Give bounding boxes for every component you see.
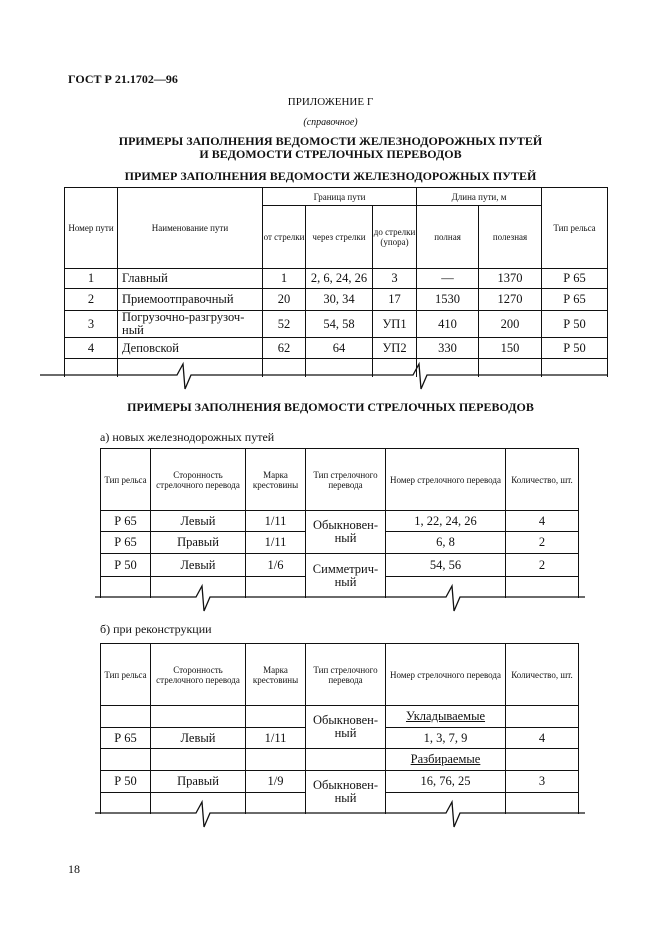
header-rail: Тип рельса xyxy=(100,643,151,706)
cell: 52 xyxy=(262,310,306,338)
cell: 1/6 xyxy=(245,553,306,577)
header-rail: Тип рельса xyxy=(100,448,151,511)
cell-removed-label: Разбираемые xyxy=(385,748,506,771)
reconstruction-subtitle: б) при реконструкции xyxy=(100,622,212,636)
cell: 1270 xyxy=(478,288,543,311)
header-side: Сторонность стрелочного перевода xyxy=(150,448,246,511)
cell: Деповской xyxy=(117,337,263,359)
header-via: через стрелки xyxy=(305,205,373,269)
cell: 54, 58 xyxy=(305,310,373,338)
cell: 330 xyxy=(416,337,480,359)
header-useful: полезная xyxy=(478,205,543,269)
new-switches-table: Тип рельса Сторонность стрелочного перево… xyxy=(100,448,579,598)
table-row: 4 Деповской 62 64 УП2 330 150 Р 50 xyxy=(64,337,609,359)
break-line-reconstruction xyxy=(95,799,585,828)
cell: УП1 xyxy=(371,310,418,338)
table-row: 2 Приемоотправочный 20 30, 34 17 1530 1270 Р 65 xyxy=(64,288,609,311)
cell-laid-label: Укладываемые xyxy=(385,705,506,728)
document-header: ГОСТ Р 21.1702—96 xyxy=(68,72,178,86)
header-qty: Количество, шт. xyxy=(505,448,579,511)
tracks-table-title: ПРИМЕР ЗАПОЛНЕНИЯ ВЕДОМОСТИ ЖЕЛЕЗНОДОРОЖ… xyxy=(124,169,537,183)
page-number: 18 xyxy=(68,862,80,876)
title-line-1: ПРИМЕРЫ ЗАПОЛНЕНИЯ ВЕДОМОСТИ ЖЕЛЕЗНОДОРО… xyxy=(118,134,543,148)
cell-switch-type: Обыкновен-ный xyxy=(305,510,386,554)
page-title: ПРИМЕРЫ ЗАПОЛНЕНИЯ ВЕДОМОСТИ ЖЕЛЕЗНОДОРО… xyxy=(0,135,661,161)
header-type: Тип стрелочного перевода xyxy=(305,643,386,706)
cell: 200 xyxy=(478,310,543,338)
header-track-number: Номер пути xyxy=(64,187,118,269)
reconstruction-switches-table: Тип рельса Сторонность стрелочного перево… xyxy=(100,643,579,814)
switches-title: ПРИМЕРЫ ЗАПОЛНЕНИЯ ВЕДОМОСТИ СТРЕЛОЧНЫХ … xyxy=(127,400,534,414)
cell: 16, 76, 25 xyxy=(385,770,506,793)
tracks-table: Номер пути Наименование пути Граница пути Д… xyxy=(64,187,609,377)
cell: 1/11 xyxy=(245,510,306,532)
header-mark: Марка крестовины xyxy=(245,448,306,511)
appendix-note: (справочное) xyxy=(303,117,358,128)
cell: Погрузочно-разгрузоч-ный xyxy=(117,310,263,338)
cell: УП2 xyxy=(371,337,418,359)
cell-switch-type: Обыкновен-ный xyxy=(305,705,386,749)
cell: 1/9 xyxy=(245,770,306,793)
break-line-new-switches xyxy=(95,583,585,612)
cell: 30, 34 xyxy=(305,288,373,311)
header-rail-type: Тип рельса xyxy=(541,187,609,269)
header-full: полная xyxy=(416,205,480,269)
cell: 1/11 xyxy=(245,531,306,554)
empty-row xyxy=(64,358,609,377)
break-line-tracks xyxy=(40,361,607,390)
appendix-label: ПРИЛОЖЕНИЕ Г xyxy=(287,96,374,108)
cell: 1/11 xyxy=(245,727,306,749)
cell: Главный xyxy=(117,268,263,289)
header-qty: Количество, шт. xyxy=(505,643,579,706)
cell: Р 50 xyxy=(541,337,609,359)
cell: 2 xyxy=(505,553,579,577)
table-row: 1 Главный 1 2, 6, 24, 26 3—1370 Р 65 xyxy=(64,268,609,289)
cell-switch-type: Обыкновен-ный xyxy=(305,770,386,814)
header-num: Номер стрелочного перевода xyxy=(385,448,506,511)
cell: 62 xyxy=(262,337,306,359)
new-tracks-subtitle: а) новых железнодорожных путей xyxy=(100,430,275,444)
header-to: до стрелки (упора) xyxy=(371,205,418,269)
cell: 54, 56 xyxy=(385,553,506,577)
cell: 1530 xyxy=(416,288,480,311)
title-line-2: И ВЕДОМОСТИ СТРЕЛОЧНЫХ ПЕРЕВОДОВ xyxy=(199,147,462,161)
